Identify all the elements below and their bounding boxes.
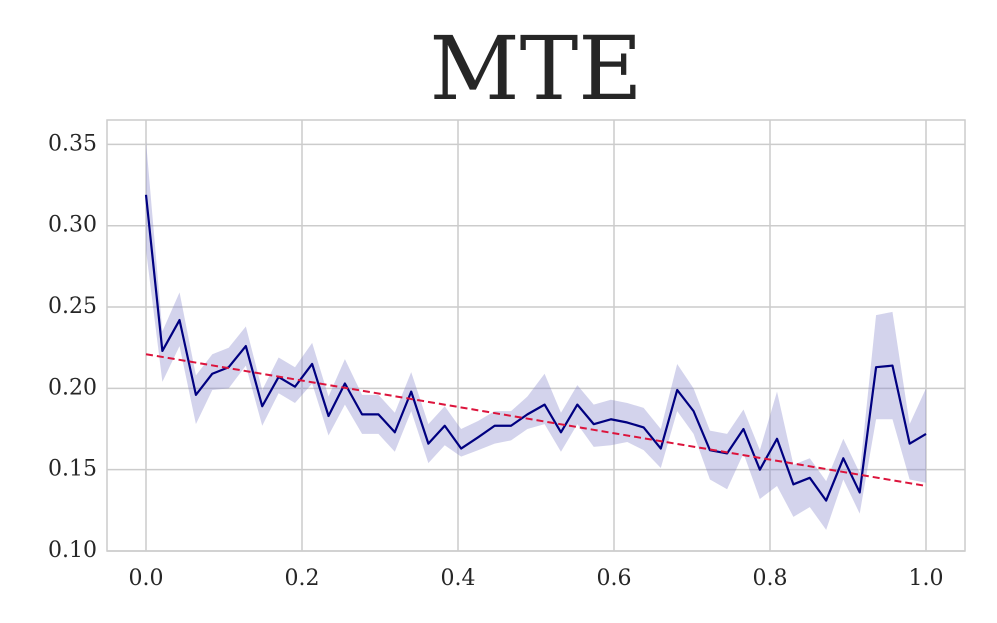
y-tick-label: 0.25 (48, 294, 97, 319)
x-tick-label: 0.6 (597, 566, 632, 591)
plot-frame (106, 119, 966, 552)
x-tick-label: 0.0 (129, 566, 164, 591)
chart-title: MTE (429, 17, 642, 120)
confidence-band (146, 141, 926, 530)
y-tick-label: 0.20 (48, 375, 97, 400)
x-tick-label: 1.0 (909, 566, 944, 591)
y-tick-label: 0.15 (48, 457, 97, 482)
y-tick-label: 0.35 (48, 131, 97, 156)
y-tick-label: 0.10 (48, 538, 97, 563)
x-tick-label: 0.4 (441, 566, 476, 591)
y-tick-label: 0.30 (48, 213, 97, 238)
data-line (144, 194, 927, 502)
x-tick-label: 0.2 (285, 566, 320, 591)
x-tick-label: 0.8 (753, 566, 788, 591)
